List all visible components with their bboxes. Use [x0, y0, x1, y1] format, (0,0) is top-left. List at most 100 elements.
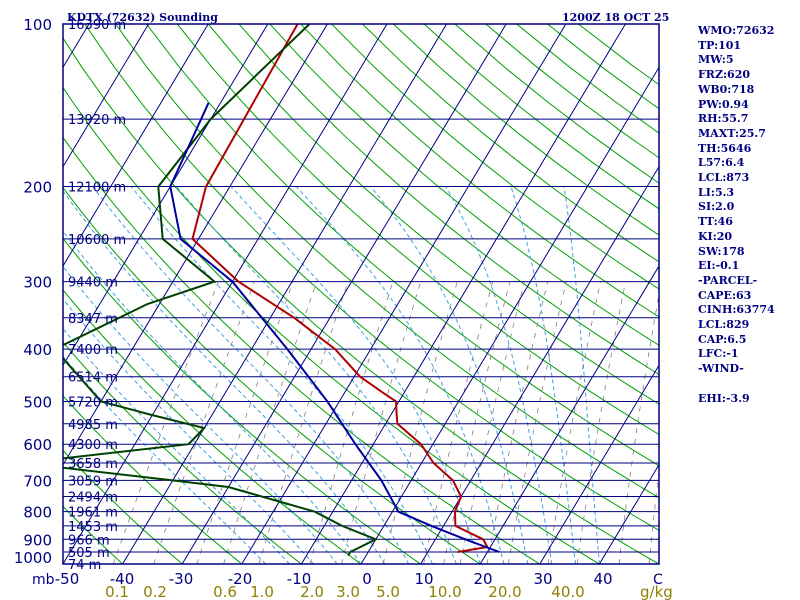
height-label: 8347 m [68, 312, 118, 327]
mixing-ratio-labels: 0.1 0.2 0.6 1.0 2.0 3.0 5.0 10.0 20.0 40.0 [105, 583, 585, 600]
mixing-ratio-label: 1.0 [250, 583, 274, 600]
height-label: 2494 m [68, 491, 118, 506]
height-label: 5720 m [68, 395, 118, 410]
temperature-unit-label: C [653, 572, 663, 588]
index-line: TH:5646 [698, 141, 752, 155]
moist-adiabat-line [63, 230, 362, 564]
index-line: LCL:873 [698, 171, 750, 185]
temperature-label: -10 [287, 570, 312, 588]
temperature-label: -50 [55, 570, 80, 588]
moist-adiabat-line [63, 298, 314, 564]
index-line [698, 377, 798, 392]
temperature-line [191, 24, 489, 553]
index-line: TT:46 [698, 215, 733, 229]
mixing-ratio-label: 10.0 [428, 583, 461, 600]
isotherm-line [241, 24, 567, 564]
index-line: CAPE:63 [698, 288, 752, 302]
temperature-label: 10 [414, 570, 433, 588]
temperature-label: -30 [169, 570, 194, 588]
index-line: CINH:63774 [698, 303, 775, 317]
pressure-label: 700 [23, 472, 52, 490]
pressure-unit-label: mb [32, 572, 55, 588]
moist-adiabat-line [130, 186, 433, 564]
pressure-label: 500 [23, 393, 52, 411]
pressure-label: 800 [23, 504, 52, 522]
index-line: TP:101 [698, 38, 742, 52]
pressure-label: 900 [23, 531, 52, 549]
pressure-label: 600 [23, 436, 52, 454]
index-line: LFC:-1 [698, 347, 739, 361]
isotherm-line [63, 24, 150, 168]
index-line: LI:5.3 [698, 185, 735, 199]
index-line: MAXT:25.7 [698, 126, 766, 140]
plot-frame [62, 23, 660, 565]
temperature-label: 30 [533, 570, 552, 588]
height-label: 966 m [68, 533, 110, 548]
mixing-ratio-label: 40.0 [551, 583, 584, 600]
index-line: WB0:718 [698, 82, 755, 96]
moist-adiabat-line [92, 186, 410, 564]
index-line: SW:178 [698, 244, 745, 258]
height-label: 6514 m [68, 371, 118, 386]
isotherm-line [300, 24, 626, 564]
height-label: 10600 m [68, 233, 126, 248]
index-line: PW:0.94 [698, 97, 749, 111]
dewpoint-line [63, 24, 379, 557]
isotherm-line [181, 24, 507, 564]
height-label: 74 m [68, 558, 101, 573]
height-label: 4985 m [68, 418, 118, 433]
isobars [63, 23, 659, 565]
temperature-label: 0 [362, 570, 372, 588]
index-line: MW:5 [698, 53, 734, 67]
index-line: SI:2.0 [698, 200, 735, 214]
height-label: 12100 m [68, 181, 126, 196]
index-line: LCL:829 [698, 318, 750, 332]
mixing-ratio-line [309, 281, 394, 564]
temperature-labels: -50 -40 -30 -20 -10 0 10 20 30 40 [55, 570, 613, 588]
isotherm-line [360, 66, 659, 564]
height-label: 9440 m [68, 276, 118, 291]
height-label: 1453 m [68, 520, 118, 535]
pressure-label: 100 [23, 16, 52, 34]
temperature-label: 40 [593, 570, 612, 588]
mixing-ratio-label: 0.1 [105, 583, 129, 600]
height-label: 4300 m [68, 438, 118, 453]
index-line: -WIND- [698, 362, 744, 376]
mixing-ratio-label: 3.0 [336, 583, 360, 600]
isotherm-line [122, 24, 448, 564]
parcel-line [169, 102, 500, 553]
mixing-ratio-label: 2.0 [300, 583, 324, 600]
temperature-label: -20 [228, 570, 253, 588]
height-label: 505 m [68, 546, 110, 561]
index-line: WMO:72632 [698, 24, 775, 37]
sounding-indices-panel: WMO:72632 TP:101 MW:5 FRZ:620 WB0:718 PW:0.94… [698, 24, 798, 406]
sounding-traces [63, 24, 500, 557]
mixing-ratio-line [341, 281, 422, 564]
time-label: 1200Z 18 OCT 25 [562, 11, 669, 24]
height-label: 3059 m [68, 474, 118, 489]
mixing-ratio-label: 20.0 [488, 583, 521, 600]
isotherms [63, 24, 659, 564]
index-line: -PARCEL- [698, 273, 758, 287]
isotherm-line [63, 24, 269, 367]
pressure-label: 400 [23, 341, 52, 359]
mixing-ratio-label: 0.6 [213, 583, 237, 600]
height-label: 7400 m [68, 343, 118, 358]
pressure-label: 200 [23, 179, 52, 197]
index-line: RH:55.7 [698, 112, 749, 126]
height-label: 3658 m [68, 457, 118, 472]
index-line: EHI:-3.9 [698, 391, 750, 405]
isotherm-line [598, 463, 659, 564]
mixing-ratio-label: 5.0 [376, 583, 400, 600]
temperature-label: -40 [110, 570, 135, 588]
isotherm-line [479, 265, 659, 564]
isotherm-line [63, 24, 209, 267]
chart-title: KDTX (72632) Sounding [67, 11, 218, 24]
pressure-label: 1000 [14, 549, 52, 567]
index-line: KI:20 [698, 229, 733, 243]
height-label: 16390 m [68, 18, 126, 33]
height-label: 1961 m [68, 506, 118, 521]
height-labels: 16390 m 13920 m 12100 m 10600 m 9440 m 8347 m… [68, 18, 126, 573]
index-line: L57:6.4 [698, 156, 745, 170]
